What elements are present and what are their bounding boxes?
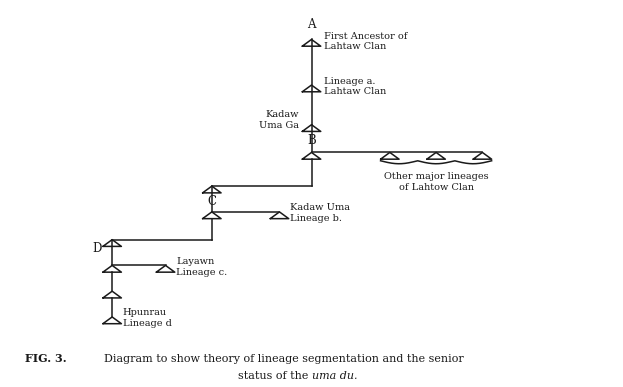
Text: uma du.: uma du. bbox=[312, 371, 357, 381]
Text: Diagram to show theory of lineage segmentation and the senior: Diagram to show theory of lineage segmen… bbox=[97, 354, 464, 364]
Text: Kadaw
Uma Ga: Kadaw Uma Ga bbox=[259, 110, 298, 130]
Text: D: D bbox=[92, 242, 102, 255]
Text: First Ancestor of
Lahtaw Clan: First Ancestor of Lahtaw Clan bbox=[325, 32, 407, 51]
Text: status of the: status of the bbox=[237, 371, 312, 381]
Text: Layawn
Lineage c.: Layawn Lineage c. bbox=[176, 257, 227, 277]
Text: Lineage a.
Lahtaw Clan: Lineage a. Lahtaw Clan bbox=[325, 77, 386, 96]
Text: Kadaw Uma
Lineage b.: Kadaw Uma Lineage b. bbox=[290, 204, 350, 223]
Text: A: A bbox=[307, 18, 316, 31]
Text: B: B bbox=[307, 134, 316, 147]
Text: Hpunrau
Lineage d: Hpunrau Lineage d bbox=[123, 308, 172, 328]
Text: FIG. 3.: FIG. 3. bbox=[25, 353, 67, 364]
Text: C: C bbox=[207, 195, 216, 208]
Text: Other major lineages
of Lahtow Clan: Other major lineages of Lahtow Clan bbox=[384, 172, 488, 192]
